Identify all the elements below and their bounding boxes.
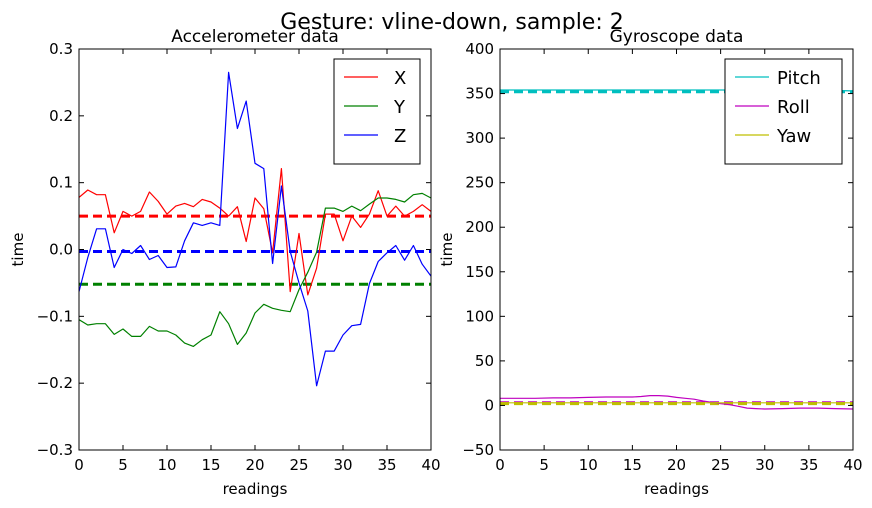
- y-tick-label: 0.0: [49, 241, 73, 259]
- y-tick-label: 350: [465, 85, 494, 103]
- x-axis-label: readings: [644, 480, 709, 498]
- y-axis-label: time: [9, 233, 27, 267]
- x-tick-label: 20: [245, 456, 264, 474]
- legend: Pitch Roll Yaw: [724, 58, 843, 165]
- plot-area: [79, 71, 431, 387]
- chart-title: Gyroscope data: [610, 27, 744, 47]
- x-tick-label: 35: [377, 456, 396, 474]
- y-tick-label: −0.1: [37, 307, 73, 325]
- x-tick-label: 15: [623, 456, 642, 474]
- x-tick-label: 40: [421, 456, 440, 474]
- x-tick-label: 0: [495, 456, 505, 474]
- x-tick-label: 30: [755, 456, 774, 474]
- y-tick-label: 0.3: [49, 40, 73, 58]
- x-tick-label: 10: [157, 456, 176, 474]
- accelerometer-chart: Accelerometer data 0 5 10 15 20 25 30 35 40 −0.3 −0…: [9, 27, 441, 498]
- y-tick-label: −50: [462, 441, 494, 459]
- x-tick-label: 15: [201, 456, 220, 474]
- series-line-roll: [500, 395, 853, 410]
- x-tick-label: 30: [333, 456, 352, 474]
- x-tick-label: 5: [118, 456, 128, 474]
- x-tick-label: 10: [579, 456, 598, 474]
- x-tick-label: 25: [711, 456, 730, 474]
- legend-label-y: Y: [393, 97, 406, 118]
- legend-box: [333, 58, 421, 165]
- y-tick-label: −0.3: [37, 441, 73, 459]
- y-tick-label: 0.2: [49, 107, 73, 125]
- y-tick-label: 100: [465, 307, 494, 325]
- y-tick-label: −0.2: [37, 374, 73, 392]
- y-tick-label: 150: [465, 263, 494, 281]
- x-tick-label: 35: [799, 456, 818, 474]
- x-tick-label: 25: [289, 456, 308, 474]
- legend-label-x: X: [394, 68, 406, 89]
- x-tick-label: 20: [667, 456, 686, 474]
- figure-suptitle: Gesture: vline-down, sample: 2: [280, 10, 624, 35]
- x-tick-label: 0: [74, 456, 84, 474]
- legend: XYZ: [333, 58, 421, 165]
- series-line-x: [79, 168, 431, 296]
- y-tick-label: 300: [465, 129, 494, 147]
- legend-label-pitch: Pitch: [777, 68, 821, 89]
- legend-label-yaw: Yaw: [776, 126, 811, 147]
- series-line-y: [79, 192, 431, 347]
- y-tick-label: 200: [465, 218, 494, 236]
- y-axis-label: time: [438, 233, 456, 267]
- series-line-z: [79, 71, 431, 387]
- y-tick-label: 50: [475, 352, 494, 370]
- legend-label-z: Z: [394, 126, 406, 147]
- x-axis-label: readings: [223, 480, 288, 498]
- x-tick-label: 40: [843, 456, 862, 474]
- chart-title: Accelerometer data: [171, 27, 339, 47]
- x-tick-label: 5: [539, 456, 549, 474]
- y-tick-label: 400: [465, 40, 494, 58]
- y-tick-label: 250: [465, 174, 494, 192]
- y-tick-label: 0.1: [49, 174, 73, 192]
- y-tick-label: 0: [484, 396, 494, 414]
- legend-label-roll: Roll: [777, 97, 810, 118]
